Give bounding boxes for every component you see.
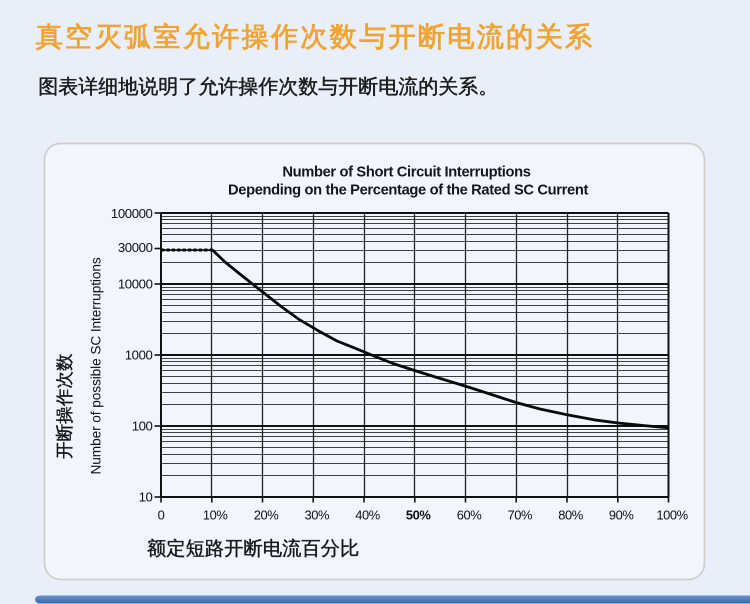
svg-text:40%: 40% [355, 508, 380, 523]
svg-text:0: 0 [158, 508, 165, 523]
svg-text:60%: 60% [457, 508, 482, 523]
svg-text:10%: 10% [203, 508, 228, 523]
svg-text:1000: 1000 [125, 348, 153, 363]
svg-text:10000: 10000 [118, 277, 153, 292]
svg-text:Number of possible SC Interrup: Number of possible SC Interruptions [89, 257, 104, 474]
svg-text:20%: 20% [254, 508, 279, 523]
svg-text:Number of Short Circuit Interr: Number of Short Circuit Interruptions [282, 164, 530, 180]
svg-text:Depending on the Percentage of: Depending on the Percentage of the Rated… [228, 182, 588, 198]
svg-text:80%: 80% [558, 508, 583, 523]
svg-text:100000: 100000 [111, 206, 153, 221]
svg-text:100%: 100% [656, 508, 687, 523]
svg-text:50%: 50% [406, 508, 432, 523]
svg-text:30%: 30% [304, 508, 329, 523]
svg-text:100: 100 [132, 419, 153, 434]
svg-text:90%: 90% [609, 508, 634, 523]
svg-text:30000: 30000 [118, 240, 153, 255]
svg-text:70%: 70% [507, 508, 532, 523]
svg-text:10: 10 [139, 490, 153, 505]
